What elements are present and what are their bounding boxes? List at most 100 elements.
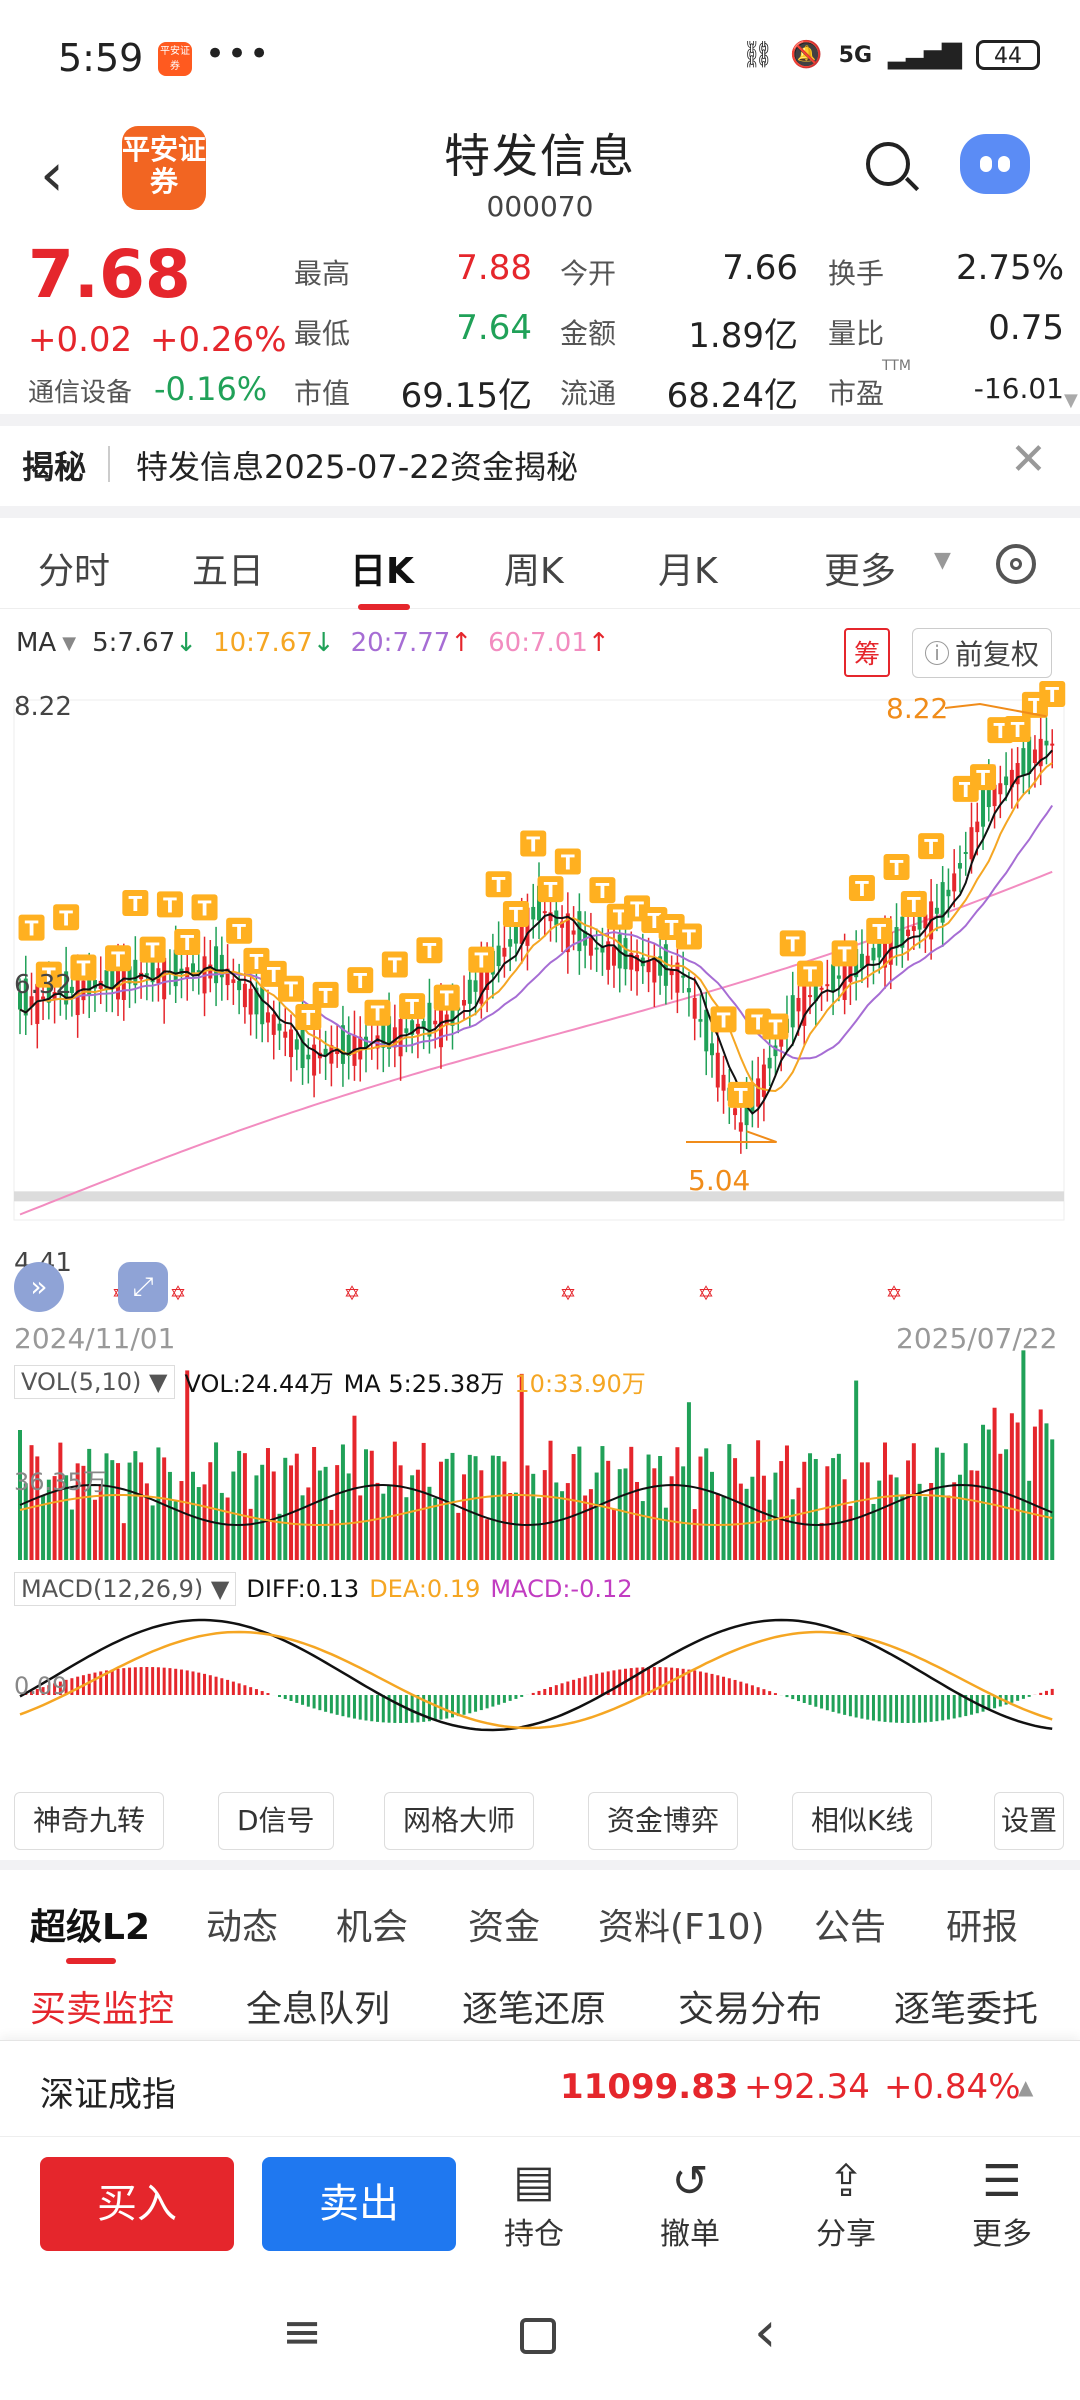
t-marker-box	[35, 961, 62, 988]
volume-bar	[519, 1373, 524, 1560]
volume-bar	[260, 1464, 265, 1560]
macd-bar	[468, 1695, 472, 1714]
chevron-up-icon[interactable]: ▲	[1018, 2075, 1034, 2099]
t-marker: T	[675, 923, 702, 950]
tab-daily-k[interactable]: 日K	[350, 551, 414, 592]
macd-bar	[647, 1667, 651, 1695]
banner-text[interactable]: 特发信息2025-07-22资金揭秘	[136, 448, 578, 486]
back-nav-icon[interactable]: ‹	[754, 2300, 777, 2365]
buy-button[interactable]: 买入	[40, 2157, 234, 2251]
macd-bar	[220, 1678, 224, 1695]
tab-weekly-k[interactable]: 周K	[504, 551, 564, 592]
volume-bar	[513, 1492, 518, 1560]
candle-body	[519, 920, 524, 944]
broker-logo[interactable]: 平安证券	[122, 126, 206, 210]
tab-news[interactable]: 动态	[206, 1907, 279, 1948]
tab-capital[interactable]: 资金	[468, 1907, 541, 1948]
fullscreen-icon[interactable]: ⤢	[118, 1262, 168, 1312]
candle-body	[1015, 763, 1020, 785]
macd-bar	[381, 1695, 385, 1723]
macd-bar	[549, 1687, 553, 1695]
ma-dropdown-icon[interactable]: ▼	[62, 632, 77, 654]
tab-announcement[interactable]: 公告	[814, 1907, 887, 1948]
macd-indicator-name[interactable]: MACD(12,26,9) ▼	[14, 1572, 237, 1606]
share-button[interactable]: ⇪ 分享	[796, 2155, 896, 2253]
close-icon[interactable]: ✕	[1010, 434, 1047, 485]
candle-body	[508, 939, 513, 947]
t-marker-box	[485, 871, 512, 898]
candle-body	[46, 985, 51, 1003]
tool-d-signal[interactable]: D信号	[218, 1792, 334, 1850]
t-marker: T	[295, 1003, 322, 1030]
t-marker-glyph: T	[561, 851, 575, 875]
subtab-tick-restore[interactable]: 逐笔还原	[462, 1989, 607, 2030]
stock-name: 特发信息	[444, 129, 636, 183]
volume-bar	[375, 1482, 380, 1560]
back-icon[interactable]: ‹	[40, 140, 64, 210]
candle-body	[796, 997, 801, 1012]
macd-bar	[554, 1685, 558, 1695]
gear-icon[interactable]	[996, 544, 1036, 584]
volume-bar	[537, 1498, 541, 1560]
macd-bar	[416, 1695, 420, 1723]
macd-bar	[537, 1690, 541, 1695]
more-button[interactable]: ☰ 更多	[952, 2155, 1052, 2253]
macd-bar	[70, 1678, 74, 1695]
tool-fund-game[interactable]: 资金博弈	[588, 1792, 739, 1850]
macd-bar	[912, 1695, 916, 1723]
subtab-orders[interactable]: 逐笔委托	[894, 1989, 1039, 2030]
search-icon[interactable]	[866, 142, 910, 186]
home-icon[interactable]	[520, 2318, 556, 2354]
index-ticker[interactable]: 深证成指 11099.83 +92.34 +0.84% ▲	[0, 2040, 1080, 2137]
t-marker-box	[848, 874, 875, 901]
macd-bar	[1044, 1690, 1048, 1695]
robot-assistant-icon[interactable]	[960, 134, 1030, 194]
t-marker: T	[866, 917, 893, 944]
subtab-queue[interactable]: 全息队列	[246, 1989, 391, 2030]
tool-grid-master[interactable]: 网格大师	[384, 1792, 535, 1850]
t-marker-box	[762, 1013, 789, 1040]
macd-bar	[871, 1695, 875, 1721]
macd-bar	[479, 1695, 483, 1711]
tab-opportunity[interactable]: 机会	[336, 1907, 409, 1948]
status-bar: 5:59 平安证券 ••• ⛓ 🔕 5G ▂▃▅▇ 44	[0, 0, 1080, 120]
tab-monthly-k[interactable]: 月K	[658, 551, 718, 592]
tool-similar-k[interactable]: 相似K线	[792, 1792, 933, 1850]
macd-bar	[595, 1673, 599, 1695]
tab-super-l2[interactable]: 超级L2	[30, 1907, 150, 1948]
cancel-order-button[interactable]: ↺ 撤单	[640, 2155, 740, 2253]
subtab-monitor[interactable]: 买卖监控	[30, 1989, 175, 2030]
tab-research[interactable]: 研报	[946, 1907, 1019, 1948]
tab-five-day[interactable]: 五日	[192, 551, 265, 592]
positions-button[interactable]: ▤ 持仓	[484, 2155, 584, 2253]
ma-label[interactable]: MA	[16, 628, 57, 658]
t-marker-box	[295, 1003, 322, 1030]
sell-button[interactable]: 卖出	[262, 2157, 456, 2251]
tool-settings[interactable]: 设置	[994, 1792, 1065, 1850]
volume-bar	[611, 1509, 616, 1560]
t-marker-box	[1004, 715, 1031, 742]
candle-body	[496, 945, 501, 967]
field-label-low: 最低	[294, 317, 351, 350]
vol-indicator-name[interactable]: VOL(5,10) ▼	[14, 1364, 175, 1399]
fund-reveal-banner[interactable]: 揭秘 特发信息2025-07-22资金揭秘 ✕	[0, 420, 1080, 510]
industry-label[interactable]: 通信设备	[28, 378, 133, 408]
tab-f10[interactable]: 资料(F10)	[598, 1907, 765, 1948]
adjust-button[interactable]: i 前复权	[912, 628, 1053, 678]
expand-icon[interactable]: ▼	[1064, 390, 1078, 411]
chevron-down-icon[interactable]: ▼	[934, 548, 951, 573]
subtab-distribution[interactable]: 交易分布	[678, 1989, 823, 2030]
menu-icon[interactable]: ≡	[282, 2304, 323, 2360]
candle-body	[969, 827, 974, 860]
field-value-pe: -16.01	[973, 372, 1064, 405]
tab-intraday[interactable]: 分时	[38, 551, 111, 592]
fast-forward-icon[interactable]: »	[14, 1262, 64, 1312]
chip-distribution-button[interactable]: 筹	[844, 628, 891, 677]
macd-bar	[802, 1695, 806, 1703]
tool-nine-turn[interactable]: 神奇九转	[14, 1792, 165, 1850]
t-marker-box	[537, 876, 564, 903]
tab-more[interactable]: 更多	[824, 551, 897, 592]
t-marker-box	[866, 917, 893, 944]
t-marker-glyph: T	[129, 892, 143, 916]
